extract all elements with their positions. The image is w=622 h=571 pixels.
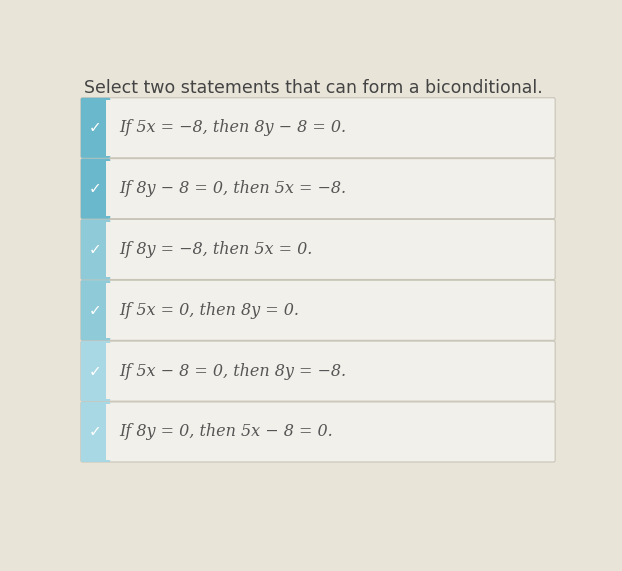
- Text: If 8y − 8 = 0, then 5x = −8.: If 8y − 8 = 0, then 5x = −8.: [119, 180, 346, 197]
- Text: If 8y = 0, then 5x − 8 = 0.: If 8y = 0, then 5x − 8 = 0.: [119, 424, 333, 440]
- FancyBboxPatch shape: [81, 280, 110, 340]
- Text: ✓: ✓: [88, 120, 101, 135]
- FancyBboxPatch shape: [81, 159, 555, 219]
- Text: ✓: ✓: [88, 364, 101, 379]
- FancyBboxPatch shape: [81, 98, 110, 158]
- Text: If 5x = −8, then 8y − 8 = 0.: If 5x = −8, then 8y − 8 = 0.: [119, 119, 346, 136]
- Text: Select two statements that can form a biconditional.: Select two statements that can form a bi…: [84, 79, 543, 97]
- FancyBboxPatch shape: [106, 100, 112, 155]
- FancyBboxPatch shape: [106, 222, 112, 277]
- FancyBboxPatch shape: [81, 98, 555, 158]
- FancyBboxPatch shape: [81, 402, 110, 462]
- Text: If 5x = 0, then 8y = 0.: If 5x = 0, then 8y = 0.: [119, 302, 300, 319]
- FancyBboxPatch shape: [106, 283, 112, 338]
- FancyBboxPatch shape: [81, 341, 110, 401]
- FancyBboxPatch shape: [81, 219, 555, 279]
- FancyBboxPatch shape: [81, 402, 555, 462]
- FancyBboxPatch shape: [106, 343, 112, 399]
- Text: ✓: ✓: [88, 424, 101, 440]
- FancyBboxPatch shape: [106, 161, 112, 216]
- Text: If 5x − 8 = 0, then 8y = −8.: If 5x − 8 = 0, then 8y = −8.: [119, 363, 346, 380]
- FancyBboxPatch shape: [106, 404, 112, 460]
- FancyBboxPatch shape: [81, 219, 110, 279]
- Text: ✓: ✓: [88, 303, 101, 318]
- FancyBboxPatch shape: [81, 280, 555, 340]
- Text: ✓: ✓: [88, 242, 101, 257]
- FancyBboxPatch shape: [81, 341, 555, 401]
- FancyBboxPatch shape: [81, 159, 110, 219]
- Text: ✓: ✓: [88, 181, 101, 196]
- Text: If 8y = −8, then 5x = 0.: If 8y = −8, then 5x = 0.: [119, 241, 313, 258]
